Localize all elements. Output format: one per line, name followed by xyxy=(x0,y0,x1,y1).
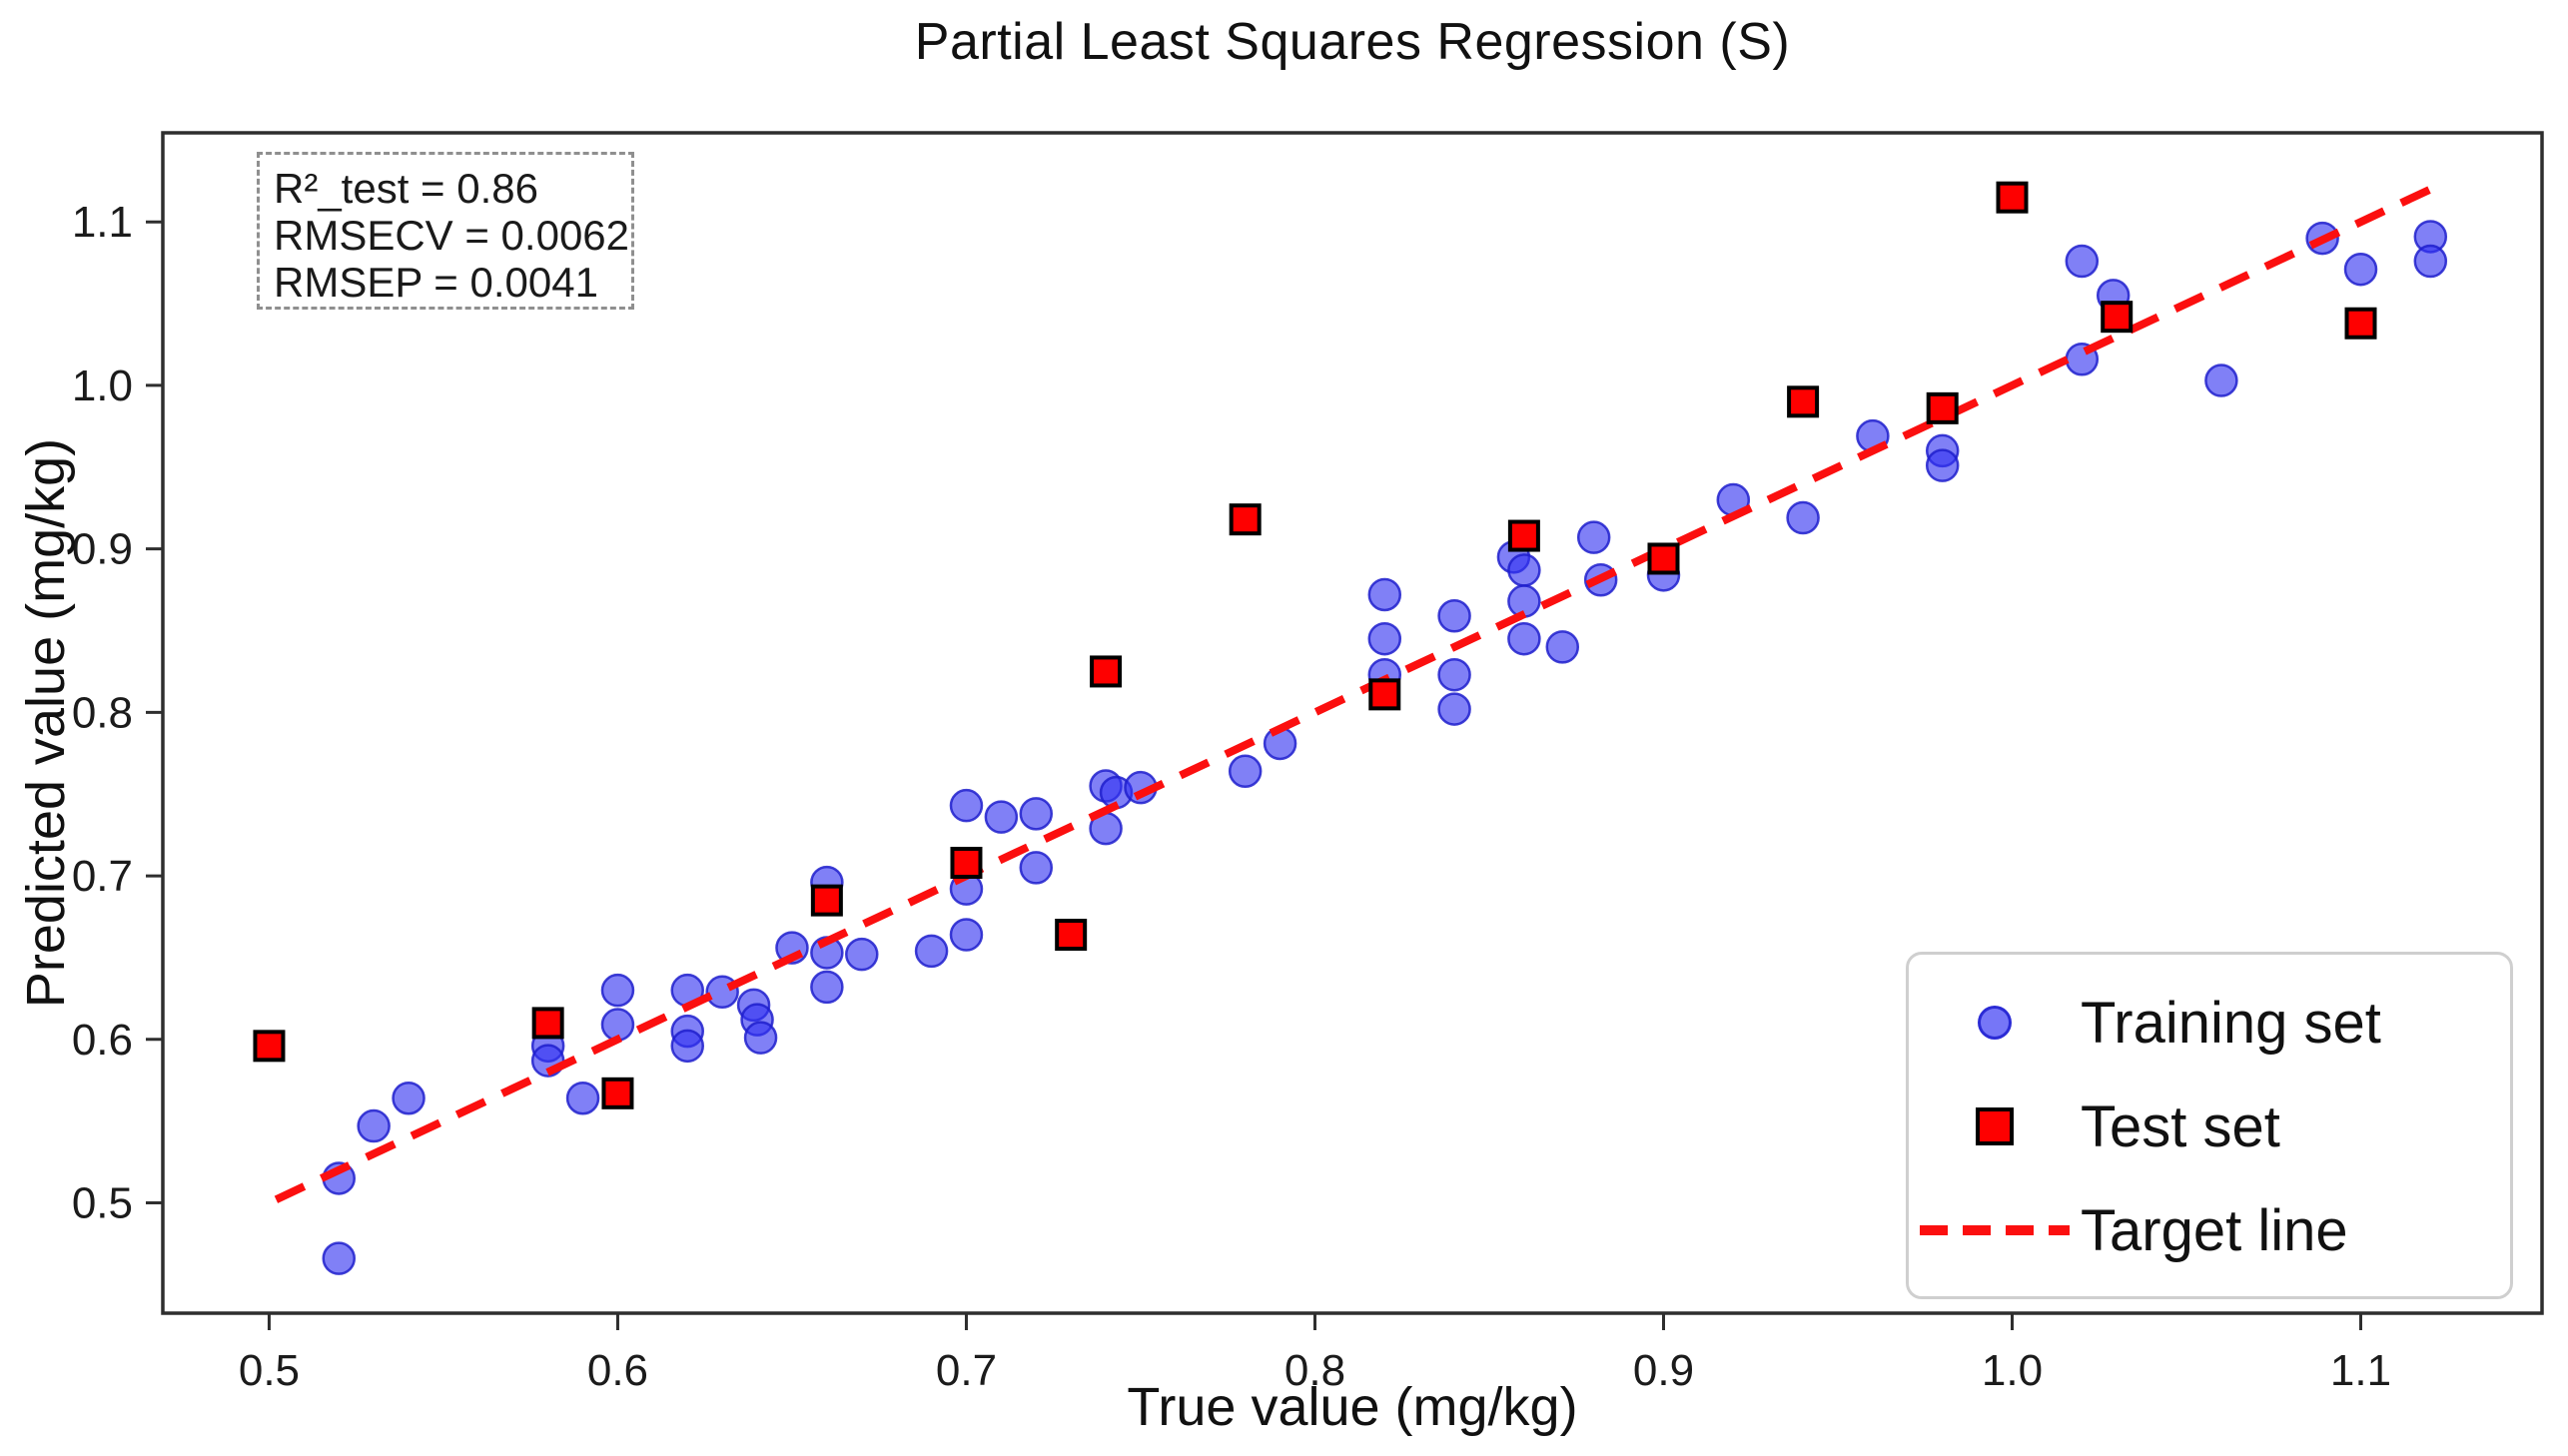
training-point xyxy=(1019,851,1054,885)
x-tick-label: 0.6 xyxy=(587,1346,648,1395)
training-point xyxy=(1507,553,1541,587)
y-tick-label: 1.0 xyxy=(72,362,133,410)
y-tick-label: 0.7 xyxy=(72,852,133,901)
training-marker-icon xyxy=(1909,1006,2081,1040)
training-point xyxy=(1437,599,1471,633)
training-point xyxy=(600,973,635,1008)
training-point xyxy=(1367,577,1402,612)
test-point xyxy=(2344,307,2377,340)
legend-row-training: Training set xyxy=(1909,971,2510,1075)
x-tick-label: 0.8 xyxy=(1284,1346,1345,1395)
training-point xyxy=(357,1108,391,1143)
rmsecv-stat: RMSECV = 0.0062 xyxy=(274,212,630,259)
y-tick-label: 0.6 xyxy=(72,1016,133,1065)
training-point xyxy=(1437,692,1471,726)
training-point xyxy=(743,1021,778,1055)
training-point xyxy=(2343,252,2378,287)
test-point xyxy=(1996,181,2029,214)
training-point xyxy=(1507,621,1541,656)
training-point xyxy=(1367,621,1402,656)
y-tick-label: 0.8 xyxy=(72,688,133,737)
y-tick-label: 1.1 xyxy=(72,198,133,247)
stats-annotation-box: R²_test = 0.86 RMSECV = 0.0062 RMSEP = 0… xyxy=(257,152,634,310)
training-point xyxy=(392,1081,426,1115)
training-point xyxy=(1545,630,1580,664)
training-point xyxy=(949,918,984,952)
test-marker-icon xyxy=(1909,1107,2081,1145)
y-tick-label: 0.9 xyxy=(72,525,133,574)
test-point xyxy=(2101,301,2134,334)
training-point xyxy=(1507,584,1541,618)
training-point xyxy=(1786,500,1820,535)
test-point xyxy=(1787,385,1820,418)
chart-title: Partial Least Squares Regression (S) xyxy=(914,13,1791,71)
test-point xyxy=(1507,519,1540,552)
legend-row-test: Test set xyxy=(1909,1075,2510,1178)
test-point xyxy=(1090,655,1123,688)
training-point xyxy=(984,800,1019,834)
training-point xyxy=(810,970,844,1005)
x-tick-label: 1.0 xyxy=(1982,1346,2043,1395)
target-line-icon xyxy=(1909,1224,2081,1236)
legend-label-training: Training set xyxy=(2081,990,2381,1056)
training-point xyxy=(1925,448,1960,482)
test-point xyxy=(950,846,983,879)
test-point xyxy=(810,884,843,917)
test-point xyxy=(1229,503,1262,536)
training-point xyxy=(1019,797,1054,831)
training-point xyxy=(845,937,879,972)
training-point xyxy=(1228,754,1263,789)
x-tick-label: 0.7 xyxy=(936,1346,997,1395)
y-tick-label: 0.5 xyxy=(72,1178,133,1227)
test-point xyxy=(253,1030,286,1063)
training-point xyxy=(2204,364,2238,397)
test-point xyxy=(1926,391,1959,424)
r2-test-stat: R²_test = 0.86 xyxy=(274,165,538,212)
test-point xyxy=(1647,542,1680,575)
x-axis-label: True value (mg/kg) xyxy=(1127,1377,1578,1437)
legend-label-target-line: Target line xyxy=(2081,1197,2348,1263)
training-point xyxy=(670,1029,705,1064)
training-point xyxy=(322,1241,357,1275)
x-tick-label: 0.9 xyxy=(1633,1346,1694,1395)
training-point xyxy=(2413,244,2448,279)
training-point xyxy=(1437,657,1471,692)
test-point xyxy=(531,1007,564,1040)
legend: Training set Test set Target line xyxy=(1906,952,2513,1299)
legend-row-target-line: Target line xyxy=(1909,1178,2510,1282)
training-point xyxy=(1576,520,1611,554)
training-point xyxy=(565,1081,600,1115)
x-tick-label: 1.1 xyxy=(2330,1346,2391,1395)
x-tick-label: 0.5 xyxy=(239,1346,300,1395)
plot-frame xyxy=(161,131,2544,1315)
test-point xyxy=(601,1077,634,1109)
y-axis-label: Predicted value (mg/kg) xyxy=(16,437,76,1009)
legend-label-test: Test set xyxy=(2081,1093,2280,1159)
training-point xyxy=(914,934,949,969)
test-point xyxy=(1368,678,1401,711)
rmsep-stat: RMSEP = 0.0041 xyxy=(274,259,598,306)
training-point xyxy=(949,788,984,823)
training-point xyxy=(2065,244,2100,279)
test-point xyxy=(1055,919,1088,952)
